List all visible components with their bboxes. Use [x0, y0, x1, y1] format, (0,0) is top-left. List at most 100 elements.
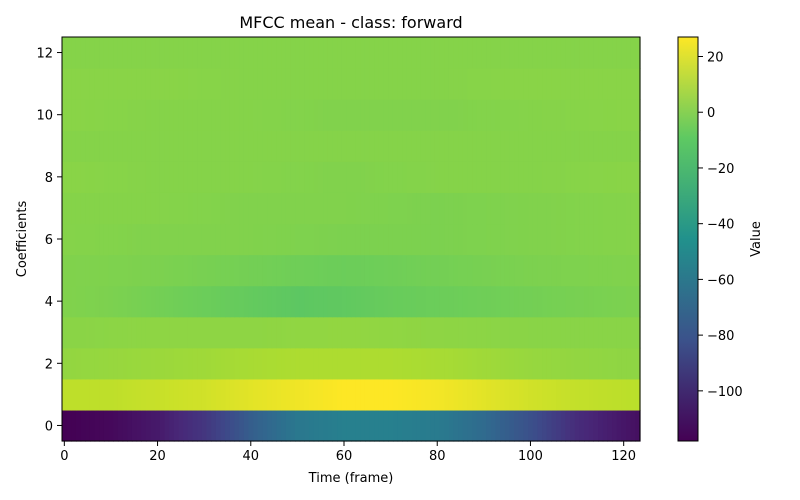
heatmap-cell	[598, 223, 604, 256]
heatmap-cell	[490, 99, 497, 131]
heatmap-cell	[383, 37, 389, 69]
heatmap-cell	[117, 254, 124, 287]
heatmap-cell	[159, 37, 166, 69]
heatmap-cell	[411, 254, 417, 287]
heatmap-cell	[229, 192, 236, 225]
heatmap-cell	[556, 68, 562, 100]
heatmap-cell	[131, 285, 138, 318]
heatmap-cell	[62, 223, 68, 256]
heatmap-cell	[85, 409, 91, 442]
heatmap-cell	[164, 37, 170, 69]
heatmap-cell	[392, 192, 399, 225]
heatmap-cell	[528, 161, 534, 193]
heatmap-cell	[341, 378, 347, 411]
heatmap-cell	[584, 99, 590, 131]
heatmap-cell	[448, 285, 455, 318]
heatmap-cell	[574, 37, 580, 69]
heatmap-cell	[197, 223, 203, 256]
heatmap-cell	[467, 130, 473, 162]
heatmap-cell	[108, 223, 114, 256]
heatmap-cell	[364, 223, 371, 256]
heatmap-cell	[546, 285, 553, 318]
heatmap-cell	[159, 192, 166, 225]
heatmap-cell	[225, 223, 231, 256]
heatmap-cell	[145, 378, 152, 411]
heatmap-cell	[467, 161, 473, 193]
heatmap-cell	[71, 161, 77, 193]
heatmap-cell	[542, 316, 548, 349]
heatmap-cell	[411, 409, 417, 442]
heatmap-cell	[602, 254, 608, 287]
heatmap-cell	[243, 316, 250, 349]
heatmap-cell	[392, 254, 399, 287]
heatmap-cell	[234, 347, 240, 380]
heatmap-cell	[378, 409, 385, 442]
heatmap-cell	[346, 254, 352, 287]
heatmap-cell	[584, 285, 590, 318]
heatmap-cell	[113, 99, 119, 131]
heatmap-cell	[136, 161, 142, 193]
heatmap-cell	[253, 37, 259, 69]
heatmap-cell	[295, 161, 301, 193]
heatmap-cell	[514, 99, 520, 131]
heatmap-cell	[509, 130, 515, 162]
heatmap-cell	[99, 192, 105, 225]
heatmap-row-coef-5	[62, 254, 641, 287]
heatmap-cell	[192, 378, 198, 411]
heatmap-cell	[388, 161, 394, 193]
heatmap-cell	[560, 37, 567, 69]
heatmap-cell	[383, 378, 389, 411]
heatmap-cell	[136, 68, 142, 100]
heatmap-cell	[337, 223, 343, 256]
heatmap-cell	[416, 130, 422, 162]
heatmap-cell	[542, 130, 548, 162]
heatmap-cell	[178, 99, 184, 131]
heatmap-cell	[215, 285, 222, 318]
heatmap-cell	[607, 409, 613, 442]
heatmap-cell	[425, 192, 431, 225]
heatmap-cell	[313, 254, 319, 287]
heatmap-cell	[416, 161, 422, 193]
heatmap-cell	[355, 254, 361, 287]
heatmap-cell	[374, 37, 380, 69]
heatmap-cell	[211, 378, 217, 411]
heatmap-cell	[127, 99, 133, 131]
heatmap-cell	[271, 37, 278, 69]
colorbar-label: Value	[749, 221, 764, 257]
heatmap-cell	[416, 99, 422, 131]
heatmap-cell	[155, 223, 161, 256]
heatmap-cell	[383, 316, 389, 349]
heatmap-cell	[434, 409, 441, 442]
heatmap-cell	[299, 99, 305, 131]
heatmap-cell	[532, 37, 539, 69]
heatmap-cell	[313, 223, 319, 256]
heatmap-cell	[253, 161, 259, 193]
heatmap-cell	[537, 161, 543, 193]
heatmap-cell	[192, 37, 198, 69]
heatmap-cell	[94, 68, 100, 100]
heatmap-cell	[355, 161, 361, 193]
heatmap-cell	[239, 130, 245, 162]
heatmap-cell	[392, 347, 399, 380]
heatmap-cell	[439, 409, 445, 442]
heatmap-cell	[602, 285, 608, 318]
heatmap-cell	[183, 99, 189, 131]
heatmap-cell	[332, 223, 338, 256]
heatmap-cell	[201, 347, 208, 380]
heatmap-cell	[271, 223, 278, 256]
heatmap-cell	[397, 378, 403, 411]
heatmap-cell	[546, 254, 553, 287]
heatmap-cell	[369, 285, 375, 318]
heatmap-cell	[215, 316, 222, 349]
heatmap-cell	[323, 192, 329, 225]
heatmap-cell	[416, 378, 422, 411]
heatmap-cell	[374, 409, 380, 442]
heatmap-cell	[164, 409, 170, 442]
heatmap-cell	[127, 223, 133, 256]
heatmap-cell	[150, 254, 156, 287]
heatmap-cell	[187, 37, 194, 69]
heatmap-cell	[248, 99, 254, 131]
heatmap-cell	[108, 285, 114, 318]
heatmap-cell	[71, 99, 77, 131]
